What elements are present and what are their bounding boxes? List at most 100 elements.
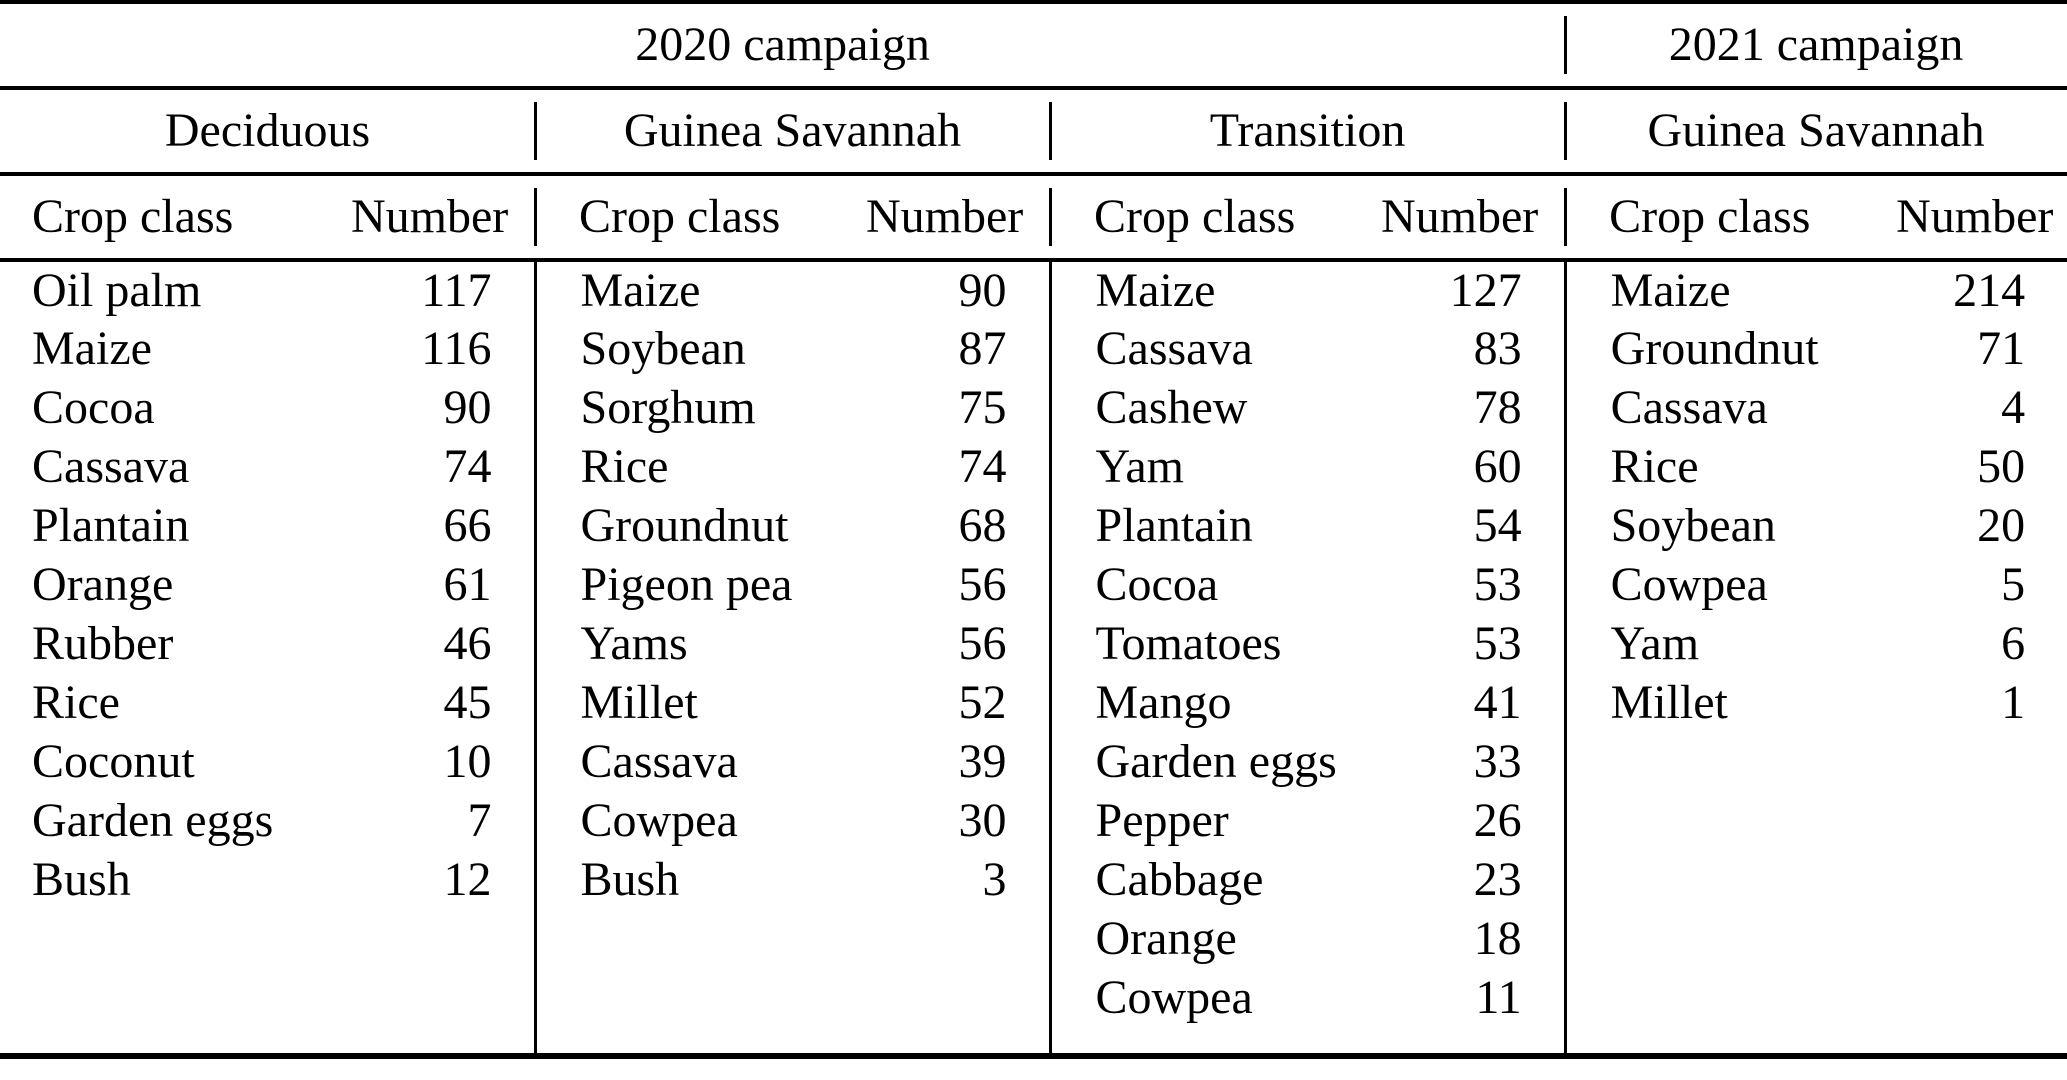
crop-cell: Yams [580, 616, 688, 670]
crop-cell [0, 909, 350, 968]
number-cell: 4 [2001, 380, 2026, 434]
spacer-cell [350, 1027, 537, 1056]
crop-cell: Soybean [580, 321, 746, 375]
number-cell: 10 [350, 732, 537, 791]
crop-cell: Soybean [1610, 498, 1776, 552]
crop-cell [1565, 909, 1895, 968]
spacer-cell [1895, 1027, 2067, 1056]
table-row: Orange 61 Pigeon pea 56 Cocoa 53 Cowpea … [0, 555, 2067, 614]
number-cell [350, 909, 537, 968]
number-cell: 56 [865, 555, 1052, 614]
number-cell: 54 [1380, 496, 1567, 555]
spacer-cell [0, 1027, 350, 1056]
table-bottom-spacer-row [0, 1027, 2067, 1056]
table-row: Oil palm 117 Maize 90 Maize 127 Maize 21… [0, 260, 2067, 319]
crop-cell: Pepper [1095, 793, 1229, 847]
number-cell: 83 [1380, 319, 1567, 378]
region-header-transition: Transition [1050, 88, 1567, 176]
number-cell: 7 [350, 791, 537, 850]
crop-cell: Garden eggs [32, 793, 274, 847]
table-row: Bush 12 Bush 3 Cabbage 23 [0, 850, 2067, 909]
crop-cell: Bush [32, 852, 131, 906]
crop-cell: Cassava [32, 439, 190, 493]
crop-cell: Millet [1610, 675, 1728, 729]
crop-cell: Cowpea [1095, 970, 1253, 1024]
number-cell: 90 [865, 260, 1052, 319]
crop-cell: Tomatoes [1095, 616, 1282, 670]
number-cell: 66 [350, 496, 537, 555]
number-cell: 39 [865, 732, 1052, 791]
crop-cell: Pigeon pea [580, 557, 793, 611]
number-cell: 45 [350, 673, 537, 732]
number-cell: 20 [1977, 498, 2026, 552]
crop-cell [1565, 791, 1895, 850]
crop-cell: Maize [1095, 263, 1216, 317]
number-cell: 78 [1380, 378, 1567, 437]
crop-cell: Cowpea [1610, 557, 1768, 611]
number-cell: 26 [1380, 791, 1567, 850]
table-row: Cassava 74 Rice 74 Yam 60 Rice 50 [0, 437, 2067, 496]
crop-cell: Orange [1095, 911, 1237, 965]
region-header-guinea-savannah-2020: Guinea Savannah [535, 88, 1052, 176]
table-row: Maize 116 Soybean 87 Cassava 83 Groundnu… [0, 319, 2067, 378]
crop-cell: Maize [32, 321, 152, 375]
spacer-cell [865, 1027, 1052, 1056]
crop-cell: Plantain [32, 498, 190, 552]
crop-cell: Cocoa [32, 380, 155, 434]
crop-class-column-header: Crop class [1565, 174, 1896, 262]
number-cell: 23 [1380, 850, 1567, 909]
crop-cell [1565, 732, 1895, 791]
table-row: Cocoa 90 Sorghum 75 Cashew 78 Cassava 4 [0, 378, 2067, 437]
crop-cell: Orange [32, 557, 174, 611]
crop-cell [535, 909, 865, 968]
number-column-header: Number [865, 174, 1052, 262]
number-cell: 11 [1380, 968, 1567, 1027]
crop-cell: Groundnut [580, 498, 789, 552]
spacer-cell [1565, 1027, 1895, 1056]
crop-cell: Cassava [1610, 380, 1768, 434]
crop-cell [1565, 968, 1895, 1027]
campaign-2021-header: 2021 campaign [1565, 2, 2067, 90]
number-cell: 12 [350, 850, 537, 909]
number-cell: 61 [350, 555, 537, 614]
number-cell: 33 [1380, 732, 1567, 791]
number-cell [865, 968, 1052, 1027]
table-row: Coconut 10 Cassava 39 Garden eggs 33 [0, 732, 2067, 791]
number-cell [1895, 968, 2067, 1027]
number-cell [865, 909, 1052, 968]
region-header-deciduous: Deciduous [0, 88, 537, 176]
crop-cell: Millet [580, 675, 698, 729]
number-cell [350, 968, 537, 1027]
number-cell: 52 [865, 673, 1052, 732]
crop-cell: Bush [580, 852, 680, 906]
table-row: Rice 45 Millet 52 Mango 41 Millet 1 [0, 673, 2067, 732]
number-cell: 60 [1380, 437, 1567, 496]
table-row: Plantain 66 Groundnut 68 Plantain 54 Soy… [0, 496, 2067, 555]
table-row: Cowpea 11 [0, 968, 2067, 1027]
number-cell: 116 [350, 319, 537, 378]
number-cell: 30 [865, 791, 1052, 850]
region-header-row: Deciduous Guinea Savannah Transition Gui… [0, 88, 2067, 176]
crop-cell: Rice [32, 675, 120, 729]
crop-cell: Rice [580, 439, 669, 493]
crop-cell: Sorghum [580, 380, 756, 434]
spacer-cell [535, 1027, 865, 1056]
crop-cell: Maize [580, 263, 701, 317]
region-header-guinea-savannah-2021: Guinea Savannah [1565, 88, 2067, 176]
crop-cell: Yam [1610, 616, 1700, 670]
crop-cell: Cassava [1095, 321, 1253, 375]
table-row: Rubber 46 Yams 56 Tomatoes 53 Yam 6 [0, 614, 2067, 673]
number-cell [1895, 909, 2067, 968]
crop-cell: Groundnut [1610, 321, 1819, 375]
crop-cell: Mango [1095, 675, 1232, 729]
number-cell: 75 [865, 378, 1052, 437]
crop-cell: Oil palm [32, 263, 202, 317]
number-cell: 74 [865, 437, 1052, 496]
table-row: Garden eggs 7 Cowpea 30 Pepper 26 [0, 791, 2067, 850]
crop-class-column-header: Crop class [1050, 174, 1380, 262]
crop-cell: Yam [1095, 439, 1185, 493]
crop-class-column-header: Crop class [535, 174, 865, 262]
crop-cell: Rice [1610, 439, 1699, 493]
number-column-header: Number [1380, 174, 1567, 262]
crop-class-column-header: Crop class [0, 174, 350, 262]
